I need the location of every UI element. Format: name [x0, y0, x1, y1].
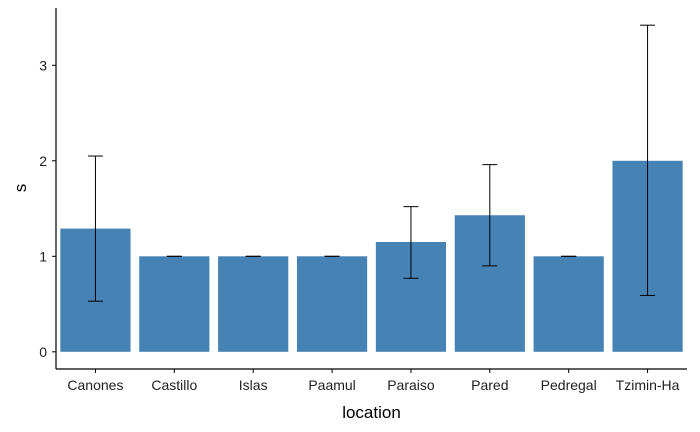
- bars: [60, 160, 683, 352]
- x-axis-title: location: [342, 403, 401, 422]
- bar-castillo: [139, 256, 210, 352]
- x-tick-label: Pedregal: [541, 377, 597, 393]
- x-tick-label: Islas: [239, 377, 268, 393]
- x-tick-label: Paamul: [308, 377, 355, 393]
- bar-paamul: [296, 256, 368, 352]
- bar-pedregal: [533, 256, 604, 352]
- y-axis-ticks: 0 1 2 3: [39, 57, 56, 360]
- y-tick-label: 1: [39, 248, 47, 264]
- x-axis-ticks: Canones Castillo Islas Paamul Paraiso Pared Pe…: [67, 369, 680, 393]
- x-tick-label: Pared: [471, 377, 508, 393]
- y-tick-label: 3: [39, 57, 47, 73]
- x-tick-label: Tzimin-Ha: [616, 377, 680, 393]
- x-tick-label: Paraiso: [387, 377, 435, 393]
- y-axis-title: s: [11, 184, 30, 193]
- bar-islas: [218, 256, 289, 352]
- x-tick-label: Castillo: [151, 377, 197, 393]
- x-tick-label: Canones: [67, 377, 123, 393]
- y-tick-label: 2: [39, 153, 47, 169]
- error-bars: [87, 24, 656, 302]
- y-tick-label: 0: [39, 344, 47, 360]
